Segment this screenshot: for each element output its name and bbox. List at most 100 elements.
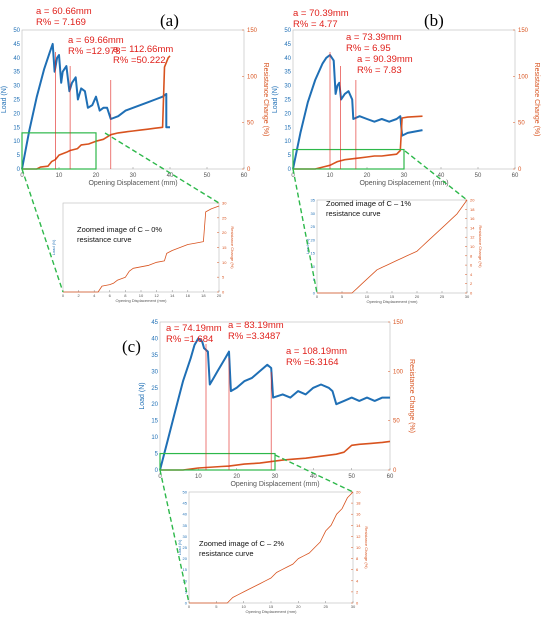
- x-axis-title: Opening Displacement (mm): [359, 180, 448, 187]
- x-tick-label: 18: [201, 293, 206, 298]
- x-axis-title: Opening Displacement (mm): [246, 609, 298, 614]
- resistance-line: [293, 115, 423, 170]
- panel-label-b: (b): [424, 11, 444, 30]
- y2-tick-label: 10: [222, 260, 227, 265]
- y-tick-label: 0: [17, 167, 21, 173]
- y-tick-label: 40: [183, 512, 188, 517]
- y2-tick-label: 18: [356, 501, 361, 506]
- y2-tick-label: 4: [470, 272, 473, 277]
- y-axis-title: Load (N): [305, 238, 310, 254]
- y2-tick-label: 4: [356, 578, 359, 583]
- y-axis-title: Load (N): [139, 382, 146, 409]
- y2-axis-title: Resistance Change (%): [230, 226, 235, 269]
- y-tick-label: 30: [284, 84, 291, 90]
- y-tick-label: 40: [284, 56, 291, 62]
- y2-axis-title: Resistance Change (%): [408, 359, 415, 433]
- y2-tick-label: 20: [222, 230, 227, 235]
- y-tick-label: 40: [151, 336, 158, 342]
- x-tick-label: 0: [188, 604, 191, 609]
- x-tick-label: 5: [215, 604, 218, 609]
- x-axis-title: Opening Displacement (mm): [367, 299, 419, 304]
- y-tick-label: 40: [13, 56, 20, 62]
- load-line: [292, 54, 423, 170]
- chart-c: 0 10 20 30 40 50 60051015202530354045050100150…: [139, 320, 415, 488]
- zoom-connector: [292, 168, 318, 294]
- y-tick-label: 5: [155, 452, 159, 458]
- y2-tick-label: 14: [356, 523, 361, 528]
- x-tick-label: 0: [20, 173, 24, 179]
- panel-label-c: (c): [122, 337, 141, 356]
- annotation-line1: a = 108.19mm: [286, 346, 347, 357]
- x-tick-label: 60: [387, 474, 394, 480]
- zoom-title-line2: resistance curve: [326, 209, 381, 218]
- y-tick-label: 45: [151, 320, 158, 326]
- y2-tick-label: 0: [222, 290, 225, 295]
- y-tick-label: 10: [311, 264, 316, 269]
- annotation-line2: R% =3.3487: [228, 331, 281, 342]
- zoom-title-line1: Zoomed image of C – 0%: [77, 225, 162, 234]
- annotation-line2: R% =12.978: [68, 46, 121, 57]
- annotation-line2: R% = 6.95: [346, 43, 391, 54]
- y2-axis-title: Resistance Change (%): [364, 526, 369, 569]
- y-tick-label: 25: [183, 545, 188, 550]
- y-tick-label: 0: [185, 601, 188, 606]
- y-tick-label: 15: [284, 125, 291, 131]
- y-tick-label: 50: [13, 28, 20, 34]
- y2-tick-label: 10: [470, 244, 475, 249]
- y-tick-label: 15: [13, 125, 20, 131]
- y2-tick-label: 16: [356, 512, 361, 517]
- zoom-title-line2: resistance curve: [77, 235, 132, 244]
- y-axis-title: Load (N): [272, 86, 279, 113]
- load-line: [21, 42, 170, 170]
- x-tick-label: 50: [348, 474, 355, 480]
- y2-tick-label: 30: [222, 201, 227, 206]
- x-tick-label: 30: [465, 294, 470, 299]
- y2-tick-label: 15: [222, 245, 227, 250]
- zoom-connector: [104, 132, 220, 204]
- zoom-title-line2: resistance curve: [199, 549, 254, 558]
- annotation-line1: a = 90.39mm: [357, 54, 413, 65]
- x-axis-title: Opening Displacement (mm): [116, 298, 168, 303]
- zoom-box: [21, 132, 97, 170]
- chart-a: 0 10 20 30 40 50 60051015202530354045500501001…: [1, 28, 269, 187]
- x-tick-label: 30: [401, 173, 408, 179]
- x-tick-label: 5: [341, 294, 344, 299]
- y2-tick-label: 6: [356, 567, 359, 572]
- x-tick-label: 20: [415, 294, 420, 299]
- x-tick-label: 20: [93, 173, 100, 179]
- y-tick-label: 5: [17, 153, 21, 159]
- y2-tick-label: 100: [247, 74, 258, 80]
- y-tick-label: 35: [183, 523, 188, 528]
- y-tick-label: 30: [13, 84, 20, 90]
- y-tick-label: 35: [284, 70, 291, 76]
- y2-tick-label: 100: [393, 369, 404, 375]
- x-tick-label: 20: [296, 604, 301, 609]
- x-tick-label: 60: [512, 173, 519, 179]
- annotation-line2: R% =50.222: [113, 55, 166, 66]
- y-tick-label: 15: [151, 419, 158, 425]
- x-tick-label: 15: [269, 604, 274, 609]
- x-tick-label: 10: [365, 294, 370, 299]
- x-tick-label: 12: [154, 293, 159, 298]
- x-tick-label: 0: [316, 294, 319, 299]
- y-tick-label: 10: [183, 578, 188, 583]
- y-tick-label: 20: [311, 237, 316, 242]
- y-tick-label: 0: [155, 468, 159, 474]
- y2-tick-label: 12: [470, 235, 475, 240]
- x-axis-title: Opening Displacement (mm): [88, 180, 177, 187]
- y-tick-label: 10: [151, 435, 158, 441]
- y-tick-label: 45: [284, 42, 291, 48]
- y2-tick-label: 18: [470, 207, 475, 212]
- y-tick-label: 25: [311, 224, 316, 229]
- y2-tick-label: 10: [356, 545, 361, 550]
- y-tick-label: 20: [183, 556, 188, 561]
- y2-tick-label: 150: [393, 320, 404, 326]
- y2-tick-label: 100: [518, 74, 529, 80]
- y2-tick-label: 50: [518, 121, 525, 127]
- y-tick-label: 50: [284, 28, 291, 34]
- y2-axis-title: Resistance Change (%): [478, 225, 483, 268]
- x-tick-label: 40: [310, 474, 317, 480]
- y-tick-label: 30: [311, 211, 316, 216]
- x-tick-label: 14: [170, 293, 175, 298]
